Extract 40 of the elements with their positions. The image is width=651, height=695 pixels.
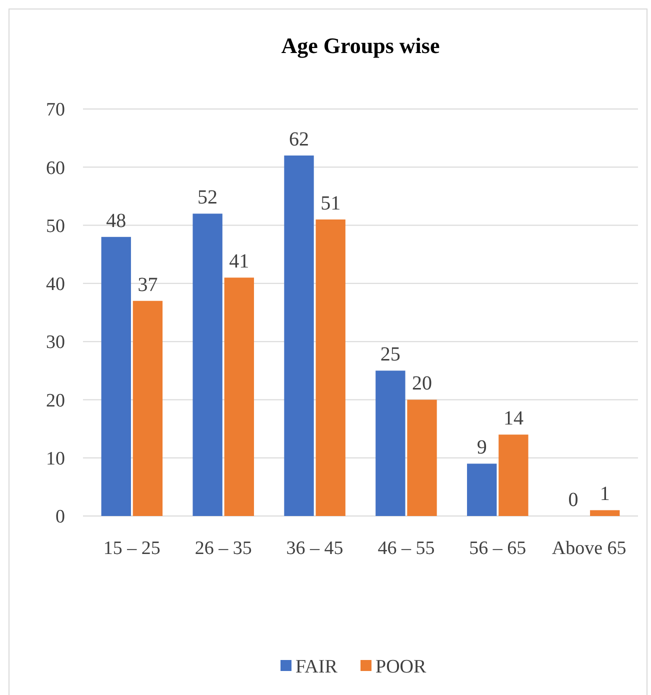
bar xyxy=(376,370,406,516)
x-tick-label: 15 – 25 xyxy=(103,538,160,559)
bar xyxy=(132,300,163,516)
y-tick-label: 60 xyxy=(46,158,65,179)
data-label: 52 xyxy=(198,186,218,209)
x-tick-label: 26 – 35 xyxy=(194,538,252,559)
bar xyxy=(467,464,497,516)
data-label: 20 xyxy=(412,372,432,395)
data-label: 1 xyxy=(600,483,610,506)
data-label: 62 xyxy=(288,128,309,151)
y-tick-label: 40 xyxy=(46,274,65,296)
bar xyxy=(316,219,346,516)
legend-label: POOR xyxy=(376,656,427,678)
chart-title: Age Groups wise xyxy=(281,33,440,58)
bar xyxy=(590,510,620,516)
y-tick-label: 20 xyxy=(46,390,65,412)
y-tick-label: 30 xyxy=(46,332,65,354)
y-tick-label: 10 xyxy=(46,448,65,470)
bar xyxy=(101,236,131,516)
bar xyxy=(284,156,314,516)
data-label: 41 xyxy=(229,250,250,273)
bar xyxy=(498,434,528,516)
x-tick-label: 56 – 65 xyxy=(469,538,526,559)
bar xyxy=(407,400,437,516)
data-label: 9 xyxy=(476,436,487,459)
data-label: 51 xyxy=(320,192,341,214)
data-label: 25 xyxy=(380,344,400,366)
data-label: 37 xyxy=(138,274,158,296)
y-tick-label: 0 xyxy=(56,506,65,528)
bar xyxy=(192,214,222,516)
legend-label: FAIR xyxy=(296,656,338,678)
x-tick-label: Above 65 xyxy=(552,538,626,559)
bar xyxy=(224,278,254,516)
data-label: 48 xyxy=(106,210,126,232)
x-tick-label: 46 – 55 xyxy=(378,538,435,559)
y-tick-label: 70 xyxy=(46,100,65,121)
data-label: 0 xyxy=(568,489,578,511)
y-tick-label: 50 xyxy=(46,216,65,237)
data-label: 14 xyxy=(503,408,524,430)
x-tick-label: 36 – 45 xyxy=(286,538,344,559)
